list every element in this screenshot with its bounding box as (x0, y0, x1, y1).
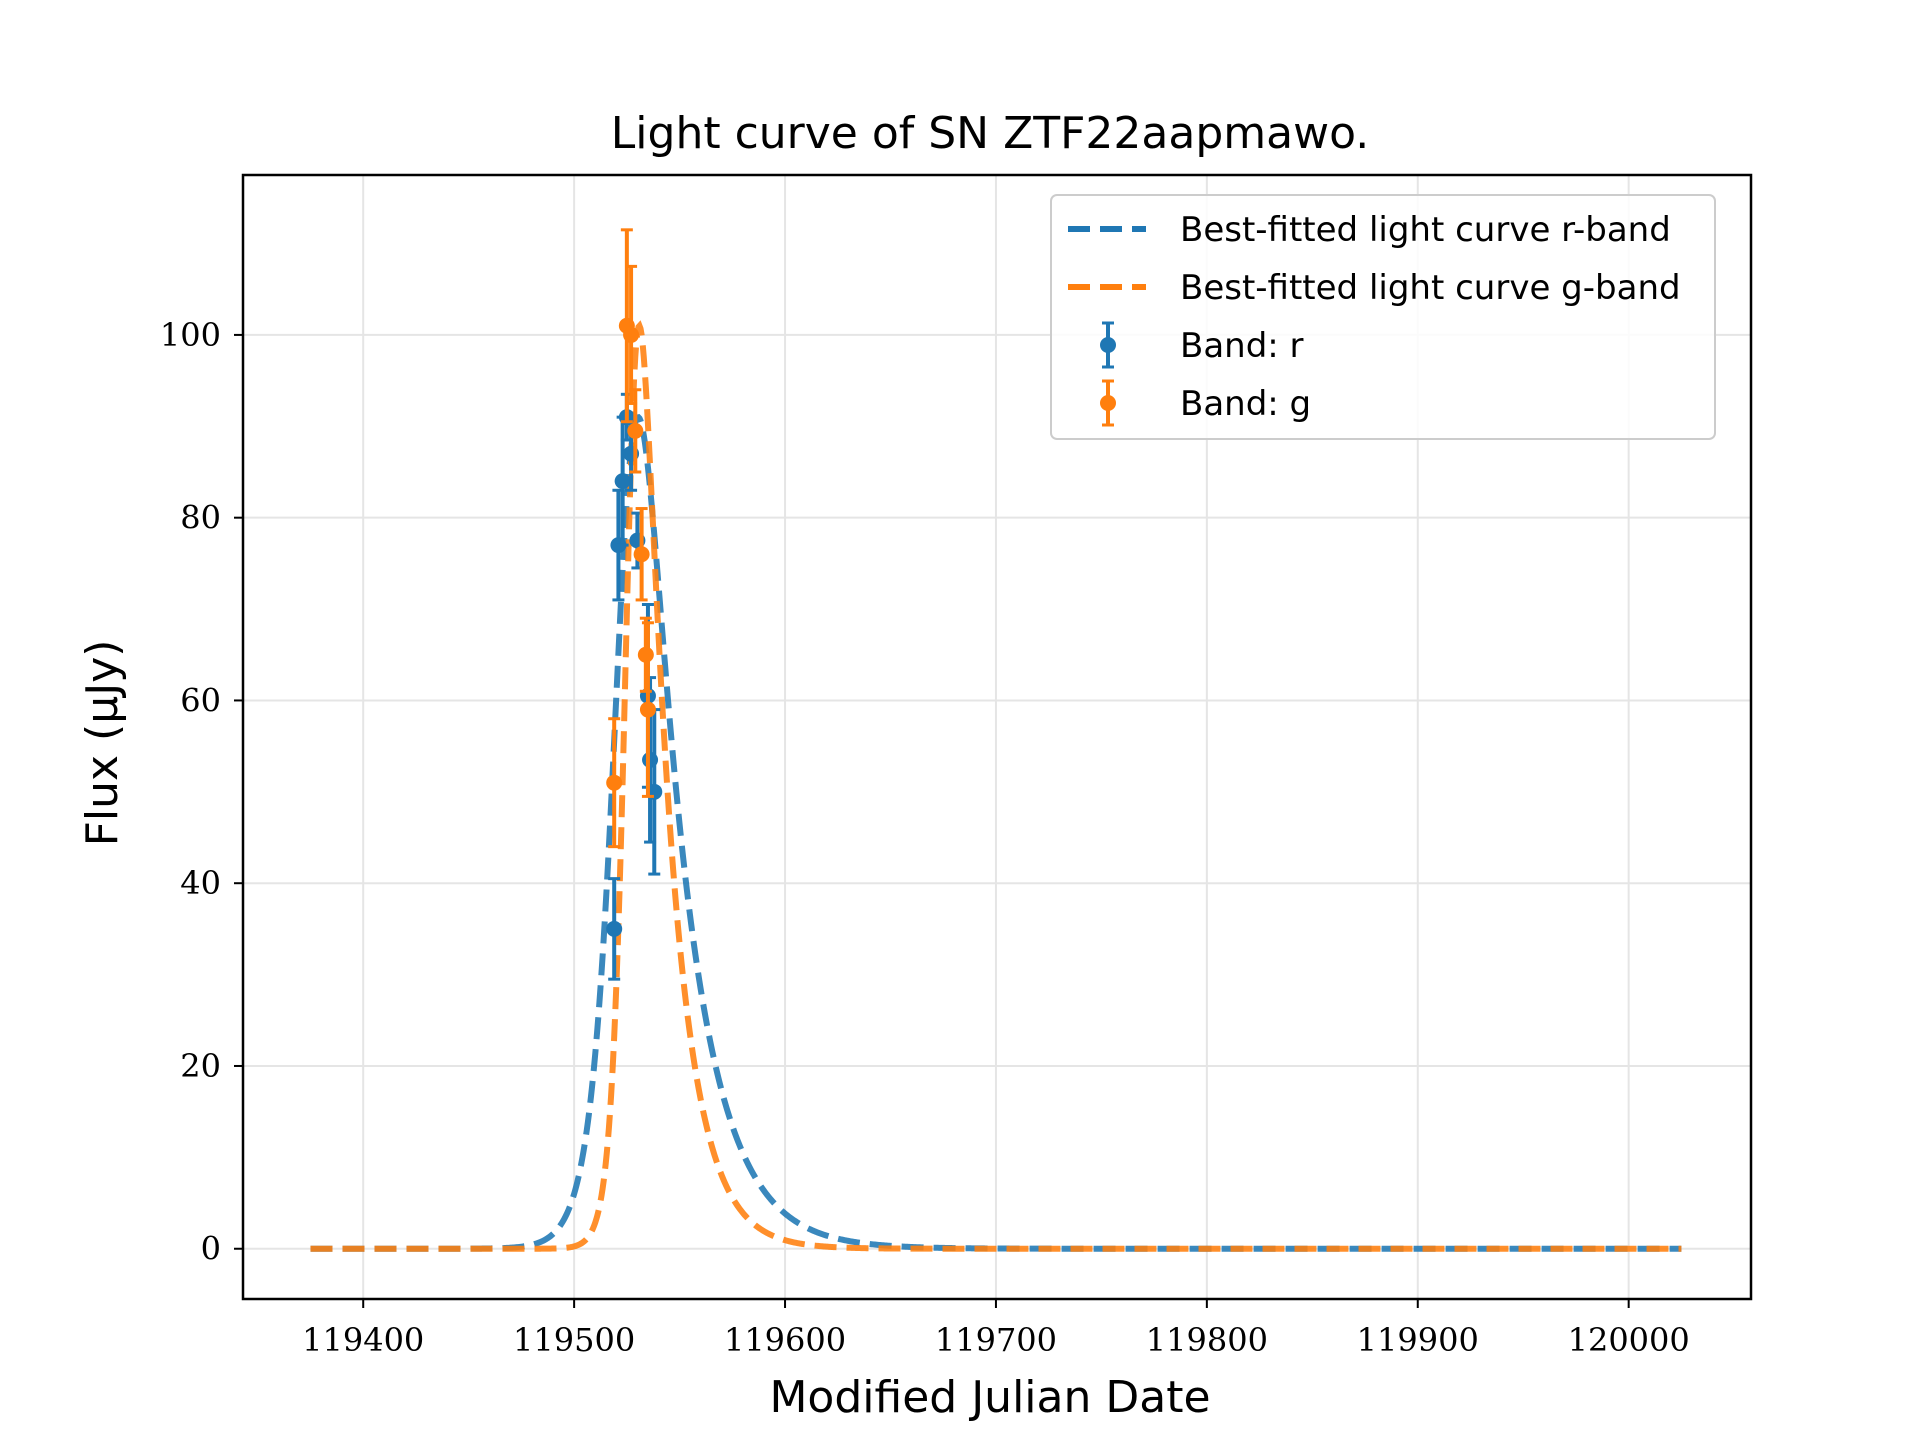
fit-line-g-band (310, 320, 1682, 1252)
x-tick-label: 120000 (1568, 1321, 1690, 1359)
legend-box (1050, 194, 1716, 440)
series-layer (310, 228, 1682, 1252)
x-tick-label: 119700 (935, 1321, 1057, 1359)
x-axis-label: Modified Julian Date (769, 1372, 1210, 1423)
tick-layer: 119400 119500 119600 119700 119800 119900 1200… (160, 316, 1690, 1359)
x-tick-label: 119900 (1357, 1321, 1479, 1359)
legend: Best-fitted light curve r-band Best-fitte… (1050, 194, 1716, 440)
y-tick-label: 0 (201, 1230, 221, 1268)
legend-label: Band: g (1180, 384, 1311, 424)
y-tick-label: 20 (180, 1047, 221, 1085)
fit-line-r-band (310, 413, 1682, 1252)
legend-point-swatch (1100, 395, 1116, 411)
legend-point-swatch (1100, 337, 1116, 353)
data-point (633, 546, 650, 563)
x-tick-label: 119400 (302, 1321, 424, 1359)
data-point (606, 920, 623, 937)
data-point (623, 326, 640, 343)
data-point (614, 473, 631, 490)
grid-layer (243, 175, 1751, 1299)
y-tick-label: 100 (160, 316, 221, 354)
chart-title: Light curve of SN ZTF22aapmawo. (611, 108, 1369, 159)
plot-frame (241, 173, 1753, 1301)
y-axis-label: Flux (μJy) (77, 640, 128, 847)
y-tick-label: 40 (180, 864, 221, 902)
y-tick-label: 60 (180, 681, 221, 719)
x-tick-label: 119500 (513, 1321, 635, 1359)
data-point (627, 422, 644, 439)
legend-label: Band: r (1180, 326, 1304, 366)
x-tick-label: 119600 (724, 1321, 846, 1359)
x-tick-label: 119800 (1146, 1321, 1268, 1359)
data-point (637, 646, 654, 663)
data-series-g-band (606, 228, 656, 849)
legend-label: Best-fitted light curve r-band (1180, 210, 1671, 250)
data-point (639, 701, 656, 718)
data-point (606, 774, 623, 791)
legend-label: Best-fitted light curve g-band (1180, 268, 1681, 308)
y-tick-label: 80 (180, 499, 221, 537)
